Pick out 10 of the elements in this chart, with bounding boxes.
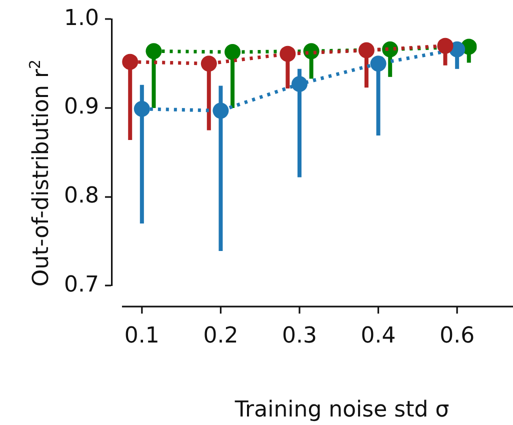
x-tick-label: 0.2 (203, 324, 238, 349)
x-tick-label: 0.4 (360, 324, 396, 349)
x-tick-label: 0.3 (282, 324, 317, 349)
y-tick-label: 1.0 (64, 6, 99, 31)
x-tick-label: 0.6 (440, 324, 475, 349)
y-tick-label: 0.9 (64, 94, 99, 120)
x-tick-label: 0.1 (124, 324, 160, 349)
y-tick-label: 0.8 (64, 184, 99, 209)
y-tick-label: 0.7 (64, 272, 99, 298)
x-axis-title: Training noise std σ (234, 398, 450, 422)
